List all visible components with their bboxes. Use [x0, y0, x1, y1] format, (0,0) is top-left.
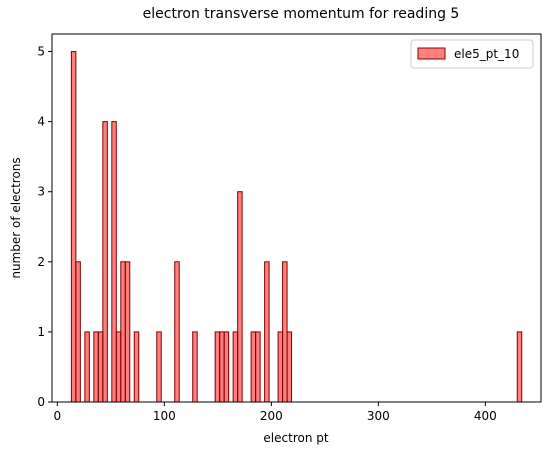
histogram-bar [111, 121, 117, 403]
histogram-bar [232, 331, 239, 403]
histogram-bar [70, 51, 77, 403]
legend-label: ele5_pt_10 [454, 47, 519, 61]
y-tick-label: 1 [37, 325, 45, 339]
histogram-bar [156, 331, 162, 403]
y-axis-ticks: 0 1 2 3 4 5 [37, 45, 52, 409]
histogram-bar [214, 331, 221, 403]
legend-box [410, 39, 534, 69]
x-tick-label: 200 [260, 409, 283, 423]
bars-group [70, 51, 523, 403]
histogram-bar [277, 331, 284, 403]
histogram-bar [219, 331, 225, 403]
histogram-bar [174, 261, 180, 403]
histogram-bar [264, 261, 270, 403]
histogram-bar [84, 331, 90, 403]
y-tick-label: 3 [37, 185, 45, 199]
histogram-bar [93, 331, 99, 403]
x-axis-label: electron pt [263, 431, 328, 445]
histogram-bar [133, 331, 140, 403]
legend: ele5_pt_10 [410, 39, 534, 69]
histogram-bar [102, 121, 108, 403]
histogram-bar [255, 331, 261, 403]
histogram-bar [124, 261, 131, 403]
y-tick-label: 5 [37, 45, 45, 59]
histogram-bar [75, 261, 81, 403]
histogram-bar [282, 261, 288, 403]
histogram-bar [115, 331, 122, 403]
histogram-bar [192, 331, 198, 403]
histogram-bar [286, 331, 293, 403]
x-tick-label: 0 [54, 409, 62, 423]
histogram-bar [120, 261, 126, 403]
y-tick-label: 4 [37, 115, 45, 129]
x-tick-label: 100 [153, 409, 176, 423]
plot-frame [51, 33, 542, 403]
histogram-bar [97, 331, 104, 403]
x-axis-ticks: 0 100 200 300 400 [54, 402, 497, 423]
histogram-bar [223, 331, 230, 403]
x-tick-label: 300 [367, 409, 390, 423]
chart-title: electron transverse momentum for reading… [143, 6, 460, 22]
histogram-bar [237, 191, 243, 403]
x-tick-label: 400 [474, 409, 497, 423]
histogram-bar [250, 331, 257, 403]
legend-swatch [417, 47, 446, 60]
y-axis-label: number of electrons [9, 157, 23, 278]
histogram-bar [516, 331, 523, 403]
y-tick-label: 2 [37, 255, 45, 269]
y-tick-label: 0 [37, 395, 45, 409]
